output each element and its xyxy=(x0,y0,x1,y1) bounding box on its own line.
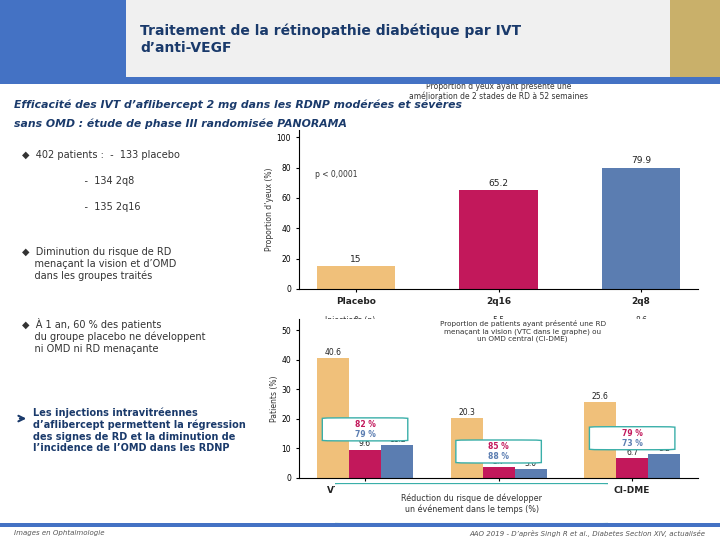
Text: 3.7: 3.7 xyxy=(492,457,505,466)
Text: 40.6: 40.6 xyxy=(325,348,341,357)
Text: AAO 2019 - D’après Singh R et al., Diabetes Section XIV, actualisée: AAO 2019 - D’après Singh R et al., Diabe… xyxy=(469,530,706,537)
Text: 20.3: 20.3 xyxy=(458,408,475,417)
Text: 11.2: 11.2 xyxy=(389,435,405,444)
FancyBboxPatch shape xyxy=(456,440,541,463)
Bar xyxy=(515,469,546,478)
Bar xyxy=(482,467,515,478)
Bar xyxy=(317,358,349,478)
Text: 0: 0 xyxy=(354,316,359,325)
Text: 9.6: 9.6 xyxy=(359,440,371,448)
FancyBboxPatch shape xyxy=(323,418,408,441)
Text: Traitement de la rétinopathie diabétique par IVT
d’anti-VEGF: Traitement de la rétinopathie diabétique… xyxy=(140,24,521,55)
Bar xyxy=(584,402,616,478)
Text: Les injections intravitréennes
d’aflibercept permettent la régression
des signes: Les injections intravitréennes d’afliber… xyxy=(33,407,246,453)
Text: ◆  Diminution du risque de RD
    menaçant la vision et d’OMD
    dans les group: ◆ Diminution du risque de RD menaçant la… xyxy=(22,247,177,281)
Bar xyxy=(616,458,648,478)
Text: 25.6: 25.6 xyxy=(592,392,608,401)
Text: 8,6: 8,6 xyxy=(635,316,647,325)
Text: Proportion d’yeux ayant présenté une
amélioration de 2 stades de RD à 52 semaine: Proportion d’yeux ayant présenté une amé… xyxy=(409,81,588,101)
Text: ◆  402 patients :  -  133 placebo: ◆ 402 patients : - 133 placebo xyxy=(22,150,180,160)
Text: -  135 2q16: - 135 2q16 xyxy=(22,202,141,212)
Bar xyxy=(349,450,381,478)
Text: 65.2: 65.2 xyxy=(489,179,508,188)
Bar xyxy=(381,445,413,478)
Text: 6.7: 6.7 xyxy=(626,448,638,457)
Text: 8.2: 8.2 xyxy=(658,443,670,453)
FancyBboxPatch shape xyxy=(327,483,616,524)
Text: 5,5: 5,5 xyxy=(492,316,505,325)
Y-axis label: Proportion d’yeux (%): Proportion d’yeux (%) xyxy=(265,167,274,251)
Text: 88 %: 88 % xyxy=(488,452,509,461)
Bar xyxy=(317,266,395,289)
Text: AAO 2019: AAO 2019 xyxy=(17,30,109,48)
Text: 82 %: 82 % xyxy=(355,420,376,429)
Bar xyxy=(602,168,680,289)
Bar xyxy=(459,190,538,289)
Bar xyxy=(648,454,680,478)
Text: 79 %: 79 % xyxy=(355,430,376,438)
Text: 79 %: 79 % xyxy=(621,429,642,438)
Text: 15: 15 xyxy=(351,255,362,264)
Bar xyxy=(451,418,482,478)
Text: Réduction du risque de développer
un événement dans le temps (%): Réduction du risque de développer un évé… xyxy=(401,494,542,514)
Text: Images en Ophtalmologie: Images en Ophtalmologie xyxy=(14,530,105,536)
Text: 79.9: 79.9 xyxy=(631,157,651,165)
Text: p < 0,0001: p < 0,0001 xyxy=(315,171,357,179)
Text: 73 %: 73 % xyxy=(621,438,642,448)
Text: 3.0: 3.0 xyxy=(525,459,536,468)
Text: 85 %: 85 % xyxy=(488,442,509,451)
Text: Injections (n): Injections (n) xyxy=(325,316,375,325)
Text: sans OMD : étude de phase III randomisée PANORAMA: sans OMD : étude de phase III randomisée… xyxy=(14,118,347,129)
Text: Proportion de patients ayant présenté une RD
menaçant la vision (VTC dans le gra: Proportion de patients ayant présenté un… xyxy=(439,320,606,342)
Text: Efficacité des IVT d’aflibercept 2 mg dans les RDNP modérées et sévères: Efficacité des IVT d’aflibercept 2 mg da… xyxy=(14,99,462,110)
Text: -  134 2q8: - 134 2q8 xyxy=(22,177,135,186)
FancyBboxPatch shape xyxy=(590,427,675,450)
Y-axis label: Patients (%): Patients (%) xyxy=(269,375,279,422)
Text: ◆  À 1 an, 60 % des patients
    du groupe placebo ne développent
    ni OMD ni : ◆ À 1 an, 60 % des patients du groupe pl… xyxy=(22,318,206,354)
Text: 7: 7 xyxy=(690,32,700,46)
